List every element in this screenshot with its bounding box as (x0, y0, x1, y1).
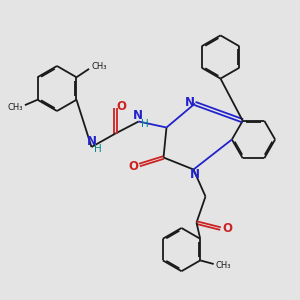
Text: O: O (128, 160, 138, 173)
Text: H: H (141, 119, 149, 129)
Text: H: H (94, 144, 102, 154)
Text: N: N (190, 168, 200, 182)
Text: O: O (116, 100, 126, 113)
Text: O: O (222, 222, 232, 235)
Text: N: N (133, 109, 143, 122)
Text: CH₃: CH₃ (216, 261, 231, 270)
Text: CH₃: CH₃ (91, 62, 107, 71)
Text: N: N (87, 135, 97, 148)
Text: CH₃: CH₃ (7, 103, 23, 112)
Text: N: N (184, 96, 195, 110)
